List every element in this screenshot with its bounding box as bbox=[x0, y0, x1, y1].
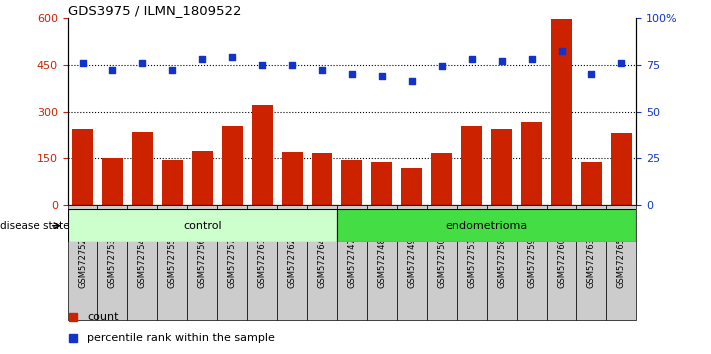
Text: count: count bbox=[87, 312, 119, 322]
Text: GSM572755: GSM572755 bbox=[168, 238, 177, 288]
Bar bbox=[456, 205, 486, 320]
Bar bbox=[427, 205, 456, 320]
Point bbox=[316, 67, 328, 73]
Bar bbox=[311, 153, 333, 205]
Point bbox=[436, 64, 447, 69]
Bar bbox=[517, 205, 547, 320]
Text: GSM572747: GSM572747 bbox=[348, 238, 356, 288]
Bar bbox=[606, 205, 636, 320]
Bar bbox=[68, 209, 337, 242]
Point bbox=[556, 48, 567, 54]
Point bbox=[496, 58, 508, 64]
Bar bbox=[307, 205, 337, 320]
Bar bbox=[371, 162, 392, 205]
Text: control: control bbox=[183, 221, 222, 231]
Bar bbox=[252, 105, 272, 205]
Point bbox=[287, 62, 298, 68]
Point bbox=[466, 56, 477, 62]
Text: GSM572761: GSM572761 bbox=[257, 238, 267, 288]
Bar bbox=[192, 150, 213, 205]
Point bbox=[107, 67, 118, 73]
Bar bbox=[72, 129, 93, 205]
Point bbox=[166, 67, 178, 73]
Bar bbox=[397, 205, 427, 320]
Bar bbox=[577, 205, 606, 320]
Text: GSM572756: GSM572756 bbox=[198, 238, 207, 288]
Point bbox=[257, 62, 268, 68]
Bar bbox=[187, 205, 218, 320]
Bar bbox=[341, 160, 363, 205]
Bar bbox=[222, 126, 242, 205]
Bar bbox=[611, 133, 632, 205]
Text: GSM572753: GSM572753 bbox=[108, 238, 117, 288]
Text: disease state: disease state bbox=[0, 221, 70, 231]
Text: endometrioma: endometrioma bbox=[446, 221, 528, 231]
Bar bbox=[132, 132, 153, 205]
Text: GSM572762: GSM572762 bbox=[287, 238, 296, 288]
Bar bbox=[277, 205, 307, 320]
Text: GSM572759: GSM572759 bbox=[527, 238, 536, 288]
Bar bbox=[157, 205, 187, 320]
Bar bbox=[218, 205, 247, 320]
Point bbox=[77, 60, 88, 65]
Bar bbox=[432, 153, 452, 205]
Bar bbox=[581, 162, 602, 205]
Point bbox=[526, 56, 538, 62]
Text: GSM572765: GSM572765 bbox=[617, 238, 626, 288]
Bar bbox=[521, 122, 542, 205]
Point bbox=[406, 79, 417, 84]
Bar bbox=[247, 205, 277, 320]
Bar bbox=[367, 205, 397, 320]
Text: GSM572749: GSM572749 bbox=[407, 238, 417, 288]
Point bbox=[376, 73, 387, 79]
Text: GSM572750: GSM572750 bbox=[437, 238, 447, 288]
Bar bbox=[547, 205, 577, 320]
Point bbox=[616, 60, 627, 65]
Bar bbox=[401, 168, 422, 205]
Text: percentile rank within the sample: percentile rank within the sample bbox=[87, 333, 275, 343]
Bar bbox=[337, 209, 636, 242]
Bar bbox=[127, 205, 157, 320]
Bar bbox=[491, 129, 512, 205]
Text: GSM572764: GSM572764 bbox=[318, 238, 326, 288]
Text: GSM572758: GSM572758 bbox=[497, 238, 506, 288]
Text: GSM572757: GSM572757 bbox=[228, 238, 237, 288]
Bar bbox=[102, 159, 123, 205]
Point bbox=[196, 56, 208, 62]
Bar bbox=[486, 205, 517, 320]
Bar bbox=[162, 160, 183, 205]
Bar bbox=[68, 205, 97, 320]
Point bbox=[227, 54, 238, 60]
Bar bbox=[282, 152, 303, 205]
Bar bbox=[97, 205, 127, 320]
Bar bbox=[337, 205, 367, 320]
Bar bbox=[551, 19, 572, 205]
Text: GDS3975 / ILMN_1809522: GDS3975 / ILMN_1809522 bbox=[68, 4, 241, 17]
Text: GSM572763: GSM572763 bbox=[587, 237, 596, 289]
Text: GSM572760: GSM572760 bbox=[557, 238, 566, 288]
Text: GSM572751: GSM572751 bbox=[467, 238, 476, 288]
Bar bbox=[461, 126, 482, 205]
Text: GSM572752: GSM572752 bbox=[78, 238, 87, 288]
Text: GSM572748: GSM572748 bbox=[378, 238, 386, 288]
Point bbox=[137, 60, 148, 65]
Point bbox=[346, 71, 358, 77]
Text: GSM572754: GSM572754 bbox=[138, 238, 147, 288]
Point bbox=[586, 71, 597, 77]
